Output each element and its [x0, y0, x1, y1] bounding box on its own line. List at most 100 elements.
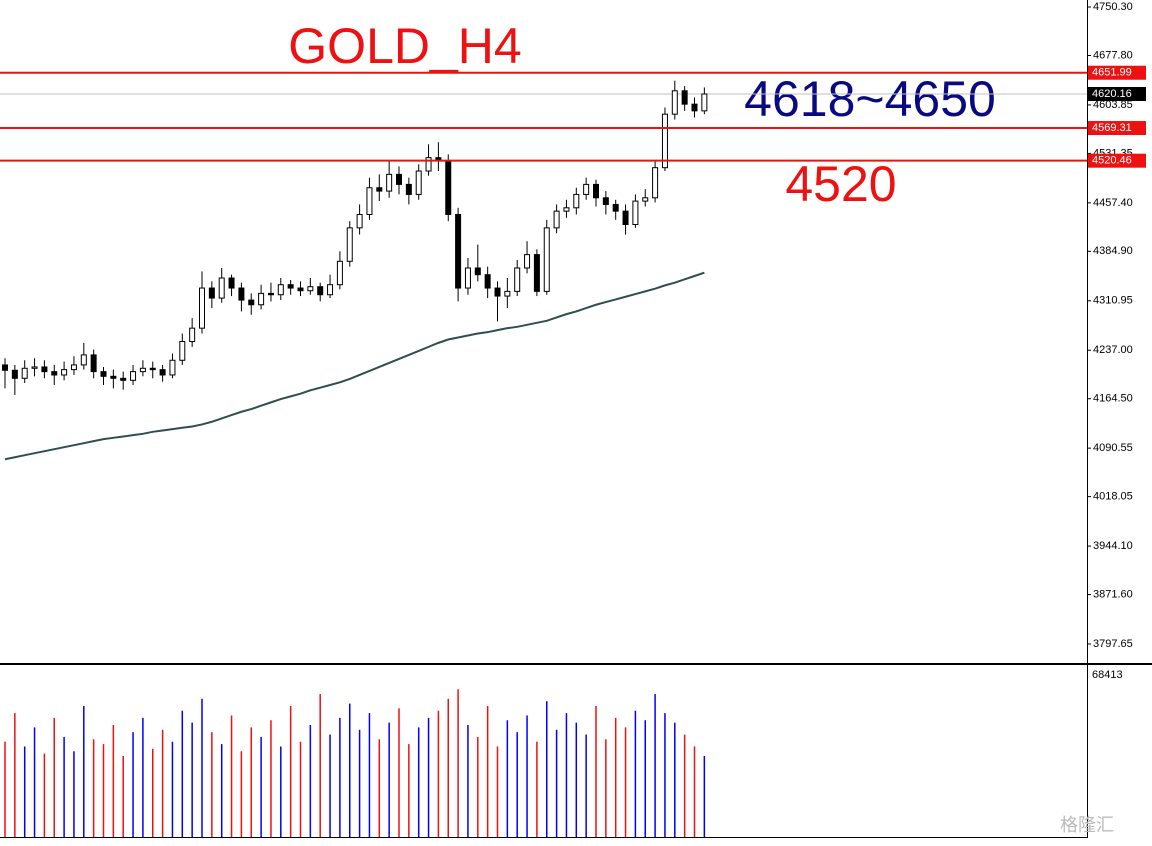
y-tick-label: 4603.85 [1093, 99, 1133, 111]
candle-body [661, 113, 668, 169]
volume-bar [4, 741, 6, 837]
y-tick-label: 4090.55 [1093, 442, 1133, 454]
volume-bar [467, 725, 469, 837]
y-tick-label: 4164.50 [1093, 393, 1133, 405]
candle-body [149, 367, 156, 371]
candle-body [622, 210, 629, 226]
volume-bar [417, 727, 420, 837]
candle-body [484, 274, 491, 289]
volume-bar [605, 739, 607, 837]
y-tick-label: 4457.40 [1093, 197, 1133, 209]
volume-bar [309, 725, 312, 837]
annotation: 4618~4650 [744, 71, 996, 127]
candle-body [514, 267, 521, 292]
volume-bar [63, 736, 65, 837]
candle-body [543, 227, 550, 292]
candle-body [563, 207, 570, 212]
candle-body [474, 267, 481, 276]
volume-bar [683, 734, 686, 837]
volume-bar [378, 739, 381, 837]
y-tick-label: 4677.80 [1093, 49, 1133, 61]
candle-body [248, 299, 255, 306]
volume-bar [92, 739, 95, 837]
candle-body [228, 277, 235, 289]
volume-bar [595, 705, 597, 837]
candle-body [445, 160, 452, 215]
volume-bar [349, 703, 351, 837]
y-tick-label: 3871.60 [1093, 588, 1133, 600]
volume-bar [230, 715, 233, 837]
candle-body [307, 286, 314, 292]
volume-bar [289, 705, 292, 837]
volume-bar [477, 736, 479, 837]
volume-bar [240, 751, 243, 837]
candle-body [573, 193, 580, 209]
candle-body [632, 200, 639, 226]
volume-bar [674, 722, 676, 837]
candle-body [2, 364, 8, 371]
volume-bar [555, 729, 558, 837]
candle-body [691, 103, 698, 112]
candle-body [701, 93, 708, 112]
volume-bar [73, 751, 75, 837]
volume-bar [181, 710, 184, 837]
y-tick-label: 3797.65 [1093, 638, 1133, 650]
level-label-box [1088, 121, 1146, 136]
candle-body [376, 187, 383, 192]
volume-bar [201, 698, 203, 837]
candle-body [199, 287, 205, 329]
volume-bar [693, 746, 696, 837]
candle-body [652, 167, 659, 199]
volume-bar [161, 729, 164, 837]
volume-bar [565, 713, 568, 837]
level-label: 4520.46 [1092, 155, 1132, 167]
volume-bar [260, 736, 262, 837]
volume-axis-label: 68413 [1092, 669, 1123, 681]
volume-bar [644, 720, 646, 837]
candle-body [100, 371, 107, 377]
candle-body [346, 227, 353, 262]
candle-body [80, 354, 87, 366]
volume-bar [339, 717, 341, 837]
y-tick-label: 4310.95 [1093, 295, 1133, 307]
candle-body [455, 213, 462, 289]
candle-body [533, 254, 540, 292]
current-price-box [1088, 87, 1146, 102]
volume-bar [171, 741, 174, 837]
candle-body [287, 284, 294, 289]
candle-body [31, 366, 38, 369]
candle-body [90, 354, 97, 373]
volume-bar [132, 732, 134, 837]
volume-bar [654, 694, 656, 837]
candle-body [189, 327, 196, 343]
volume-bar [506, 720, 509, 837]
volume-bar [122, 755, 124, 837]
volume-bar [211, 732, 213, 837]
annotation: 4520 [785, 156, 896, 212]
volume-bar [358, 729, 361, 837]
volume-bar [33, 727, 36, 837]
volume-bar [368, 713, 371, 837]
volume-bar [703, 755, 706, 837]
volume-bar [270, 720, 272, 837]
volume-bar [585, 734, 587, 837]
candle-body [297, 287, 304, 292]
candle-body [553, 210, 560, 229]
candle-body [159, 369, 166, 376]
candle-body [386, 173, 393, 192]
volume-bar [634, 710, 637, 837]
volume-bar [398, 708, 400, 837]
level-label: 4569.31 [1092, 122, 1132, 134]
volume-bar [614, 717, 617, 837]
candle-body [415, 170, 422, 195]
candle-body [258, 292, 265, 306]
candle-body [208, 287, 215, 299]
candle-body [169, 359, 176, 376]
candle-body [120, 377, 127, 381]
volume-bar [14, 713, 16, 837]
candle-body [130, 371, 137, 381]
volume-bar [536, 741, 538, 837]
